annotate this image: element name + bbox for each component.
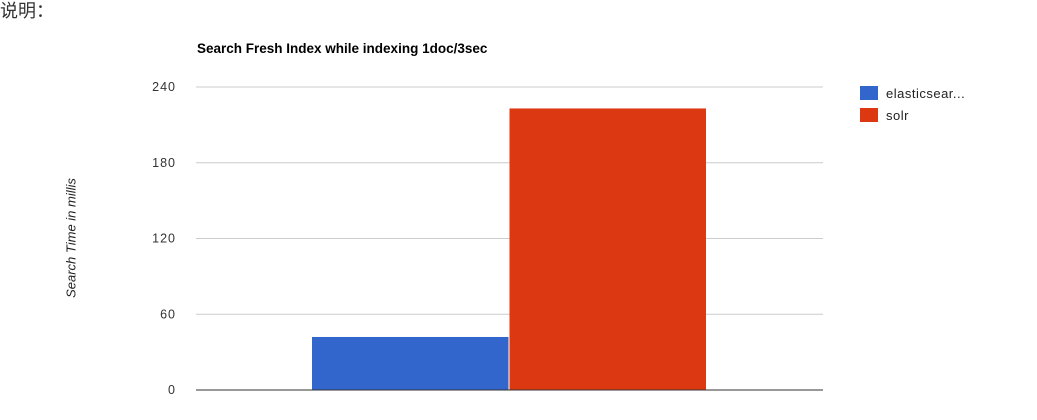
legend-label: solr [886, 108, 909, 123]
y-tick-label: 240 [152, 80, 176, 94]
chart-title: Search Fresh Index while indexing 1doc/3… [197, 41, 488, 56]
legend-swatch [860, 108, 878, 122]
top-text-fragment: 说明： [0, 1, 54, 22]
y-tick-label: 180 [152, 156, 176, 170]
legend: elasticsear... solr [860, 86, 965, 123]
y-axis-ticks: 0 60 120 180 240 [152, 80, 176, 397]
legend-label: elasticsear... [886, 86, 965, 101]
bar-elasticsearch [311, 336, 509, 390]
bars [311, 108, 707, 391]
legend-swatch [860, 86, 878, 100]
y-tick-label: 120 [152, 232, 176, 246]
bar-solr [509, 108, 707, 391]
y-tick-label: 60 [160, 307, 176, 321]
y-tick-label: 0 [168, 383, 176, 397]
